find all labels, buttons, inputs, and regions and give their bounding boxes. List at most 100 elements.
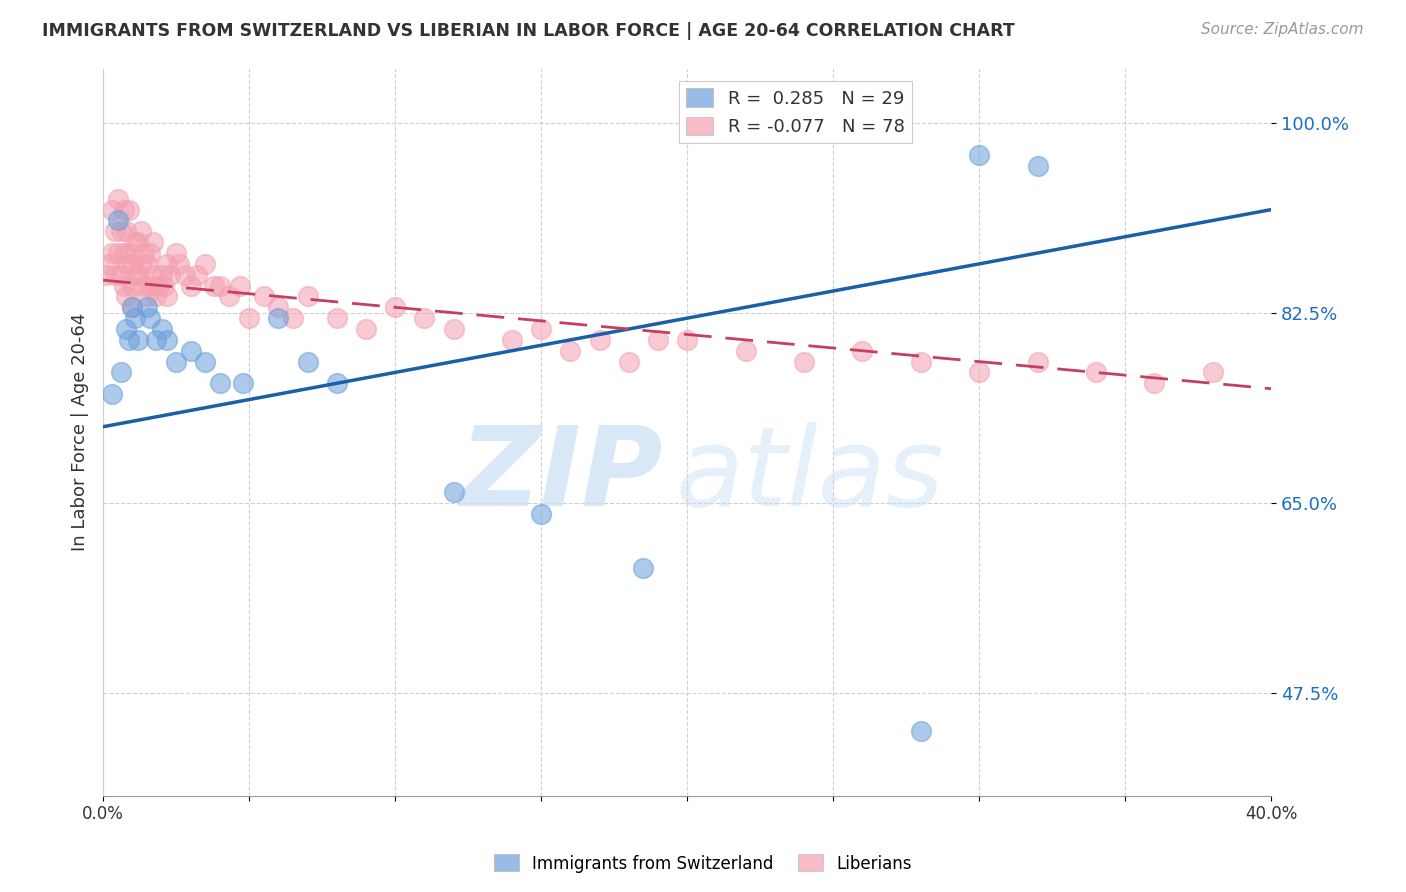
Point (129, 257, 152, 271)
Point (180, 278, 202, 293)
Point (617, 354, 640, 368)
Point (560, 343, 582, 358)
Point (676, 333, 699, 347)
Point (156, 257, 179, 271)
Point (115, 289, 138, 303)
Text: ZIP: ZIP (460, 422, 664, 529)
Point (118, 202, 141, 217)
Point (121, 301, 143, 315)
Point (110, 224, 132, 238)
Point (127, 268, 149, 282)
Point (910, 354, 932, 368)
Point (253, 289, 276, 303)
Point (121, 278, 143, 293)
Point (127, 333, 149, 347)
Point (186, 268, 208, 282)
Point (156, 333, 179, 347)
Point (101, 202, 124, 217)
Point (202, 278, 225, 293)
Point (132, 278, 155, 293)
Point (142, 268, 165, 282)
Legend: R =  0.285   N = 29, R = -0.077   N = 78: R = 0.285 N = 29, R = -0.077 N = 78 (679, 81, 911, 144)
Point (101, 246, 124, 260)
Point (153, 278, 176, 293)
Text: atlas: atlas (675, 422, 943, 529)
Point (139, 311, 162, 326)
Point (325, 311, 347, 326)
Point (1026, 159, 1049, 173)
Point (136, 289, 159, 303)
Point (159, 268, 181, 282)
Point (148, 278, 170, 293)
Point (121, 301, 143, 315)
Point (1084, 366, 1107, 380)
Point (118, 246, 141, 260)
Point (94, 268, 117, 282)
Point (443, 484, 465, 499)
Text: IMMIGRANTS FROM SWITZERLAND VS LIBERIAN IN LABOR FORCE | AGE 20-64 CORRELATION C: IMMIGRANTS FROM SWITZERLAND VS LIBERIAN … (42, 22, 1015, 40)
Point (443, 322, 465, 336)
Point (325, 376, 347, 391)
Point (167, 257, 190, 271)
Point (107, 246, 129, 260)
Point (115, 257, 138, 271)
Point (101, 387, 124, 401)
Point (127, 235, 149, 250)
Point (104, 268, 127, 282)
Point (150, 322, 173, 336)
Point (136, 301, 159, 315)
Point (633, 561, 655, 575)
Point (112, 246, 135, 260)
Point (297, 289, 319, 303)
Point (194, 257, 217, 271)
Point (139, 246, 162, 260)
Point (208, 376, 231, 391)
Point (112, 202, 135, 217)
Point (139, 278, 162, 293)
Point (165, 246, 187, 260)
Point (354, 322, 377, 336)
Point (110, 268, 132, 282)
Point (851, 343, 873, 358)
Point (110, 366, 132, 380)
Point (150, 268, 173, 282)
Point (132, 246, 155, 260)
Point (530, 507, 553, 521)
Y-axis label: In Labor Force | Age 20-64: In Labor Force | Age 20-64 (72, 313, 89, 551)
Point (281, 311, 304, 326)
Point (115, 224, 138, 238)
Point (218, 289, 240, 303)
Point (297, 354, 319, 368)
Point (156, 289, 179, 303)
Point (121, 257, 143, 271)
Point (967, 148, 990, 162)
Point (107, 192, 129, 206)
Point (232, 376, 254, 391)
Text: Source: ZipAtlas.com: Source: ZipAtlas.com (1201, 22, 1364, 37)
Point (530, 322, 553, 336)
Point (1026, 354, 1049, 368)
Point (267, 301, 290, 315)
Point (1202, 366, 1225, 380)
Point (267, 311, 290, 326)
Point (647, 333, 669, 347)
Point (194, 354, 217, 368)
Point (238, 311, 260, 326)
Point (104, 224, 127, 238)
Point (142, 235, 165, 250)
Point (413, 311, 436, 326)
Legend: Immigrants from Switzerland, Liberians: Immigrants from Switzerland, Liberians (486, 847, 920, 880)
Point (208, 278, 231, 293)
Point (173, 268, 195, 282)
Point (793, 354, 815, 368)
Point (501, 333, 523, 347)
Point (229, 278, 252, 293)
Point (588, 333, 610, 347)
Point (112, 278, 135, 293)
Point (910, 723, 932, 738)
Point (384, 301, 406, 315)
Point (98, 257, 121, 271)
Point (118, 333, 141, 347)
Point (124, 311, 146, 326)
Point (1143, 376, 1166, 391)
